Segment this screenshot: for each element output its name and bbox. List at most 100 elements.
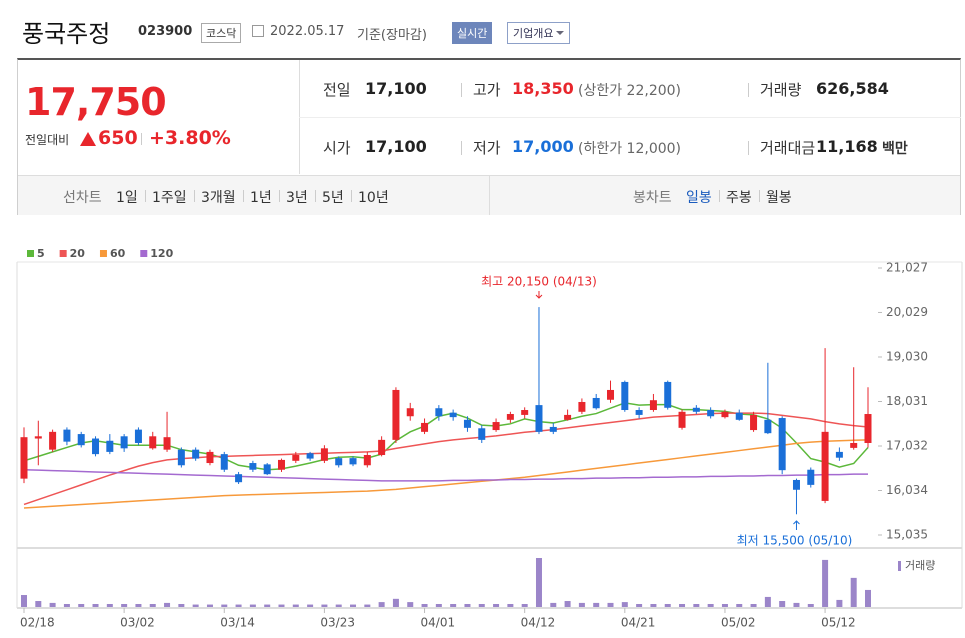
cell-value: 11,168	[816, 137, 878, 156]
volume-bar	[21, 595, 27, 607]
candle-body	[392, 389, 400, 440]
max-arrow	[535, 291, 543, 299]
volume-bar	[407, 602, 414, 607]
separator	[748, 141, 749, 155]
cell-value: 626,584	[816, 79, 889, 98]
candle-body	[492, 422, 500, 431]
volume-bar	[35, 601, 42, 607]
volume-bar	[292, 604, 299, 607]
cell-label: 시가	[323, 139, 351, 157]
volume-bar	[507, 604, 514, 607]
candle-body	[607, 389, 615, 400]
x-tick-label: 03/23	[320, 616, 355, 630]
volume-legend-swatch	[898, 561, 901, 571]
row-divider	[299, 117, 961, 118]
legend-label: 20	[70, 247, 86, 260]
volume-bar	[621, 602, 628, 607]
candle-body	[149, 436, 157, 449]
cell-label: 거래대금	[760, 139, 816, 157]
candle-body	[449, 412, 457, 418]
stock-name: 풍국주정	[22, 20, 111, 48]
volume-bar	[736, 604, 743, 607]
nav-item[interactable]: 1일	[116, 190, 138, 206]
up-icon	[80, 132, 96, 146]
candle-body	[220, 454, 228, 470]
x-tick-label: 04/21	[621, 616, 656, 630]
volume-bar	[149, 604, 156, 607]
nav-item[interactable]: 월봉	[766, 190, 792, 206]
ma-line	[23, 412, 869, 506]
candle-body	[106, 440, 114, 452]
cell-note: (상한가 22,200)	[578, 83, 682, 99]
company-info-button[interactable]: 기업개요	[507, 22, 571, 44]
candle-body	[406, 408, 414, 417]
nav-item[interactable]: 1주일	[152, 190, 187, 206]
market-badge: 코스닥	[201, 23, 242, 43]
candle-body	[864, 414, 872, 443]
volume-bar	[607, 602, 614, 607]
candle-body	[378, 439, 386, 456]
cell-unit: 백만	[882, 141, 908, 157]
volume-bar	[178, 604, 185, 607]
candle-body	[764, 419, 772, 434]
candle-body	[63, 429, 71, 442]
y-tick-label: 18,031	[886, 394, 928, 408]
nav-separator	[243, 190, 244, 202]
candle-body	[163, 437, 171, 450]
volume-bar	[636, 604, 643, 607]
legend: 5 20 60 120	[27, 247, 174, 260]
separator	[141, 133, 142, 145]
volume-bar	[307, 604, 314, 607]
nav-item[interactable]: 5년	[322, 190, 344, 206]
volume-bar	[550, 602, 557, 607]
x-tick-label: 04/01	[421, 616, 456, 630]
min-arrow	[793, 520, 800, 530]
volume-bar	[278, 604, 285, 607]
volume-bar	[764, 596, 771, 607]
realtime-button[interactable]: 실시간	[452, 22, 493, 44]
candle-body	[750, 414, 758, 431]
nav-item[interactable]: 3개월	[201, 190, 236, 206]
nav-label: 선차트	[63, 190, 102, 206]
candle-body	[306, 453, 314, 459]
nav-item[interactable]: 1년	[250, 190, 272, 206]
nav-separator	[145, 190, 146, 202]
volume-bar	[421, 604, 428, 607]
candle-body	[177, 449, 185, 466]
volume-bar	[135, 604, 142, 607]
y-tick-label: 17,032	[886, 439, 928, 453]
volume-bar	[78, 604, 85, 607]
nav-item[interactable]: 3년	[286, 190, 308, 206]
nav-item[interactable]: 10년	[358, 190, 389, 206]
stock-code: 023900	[138, 24, 193, 39]
y-tick-label: 20,029	[886, 305, 928, 319]
candle-body	[192, 449, 200, 459]
ma-line	[23, 439, 869, 509]
current-price: 17,750	[25, 80, 167, 124]
volume-bar	[664, 604, 671, 607]
calendar-icon	[252, 25, 264, 37]
volume-bar	[850, 577, 857, 607]
candle-body	[435, 408, 443, 417]
separator	[461, 141, 462, 155]
volume-bar	[335, 604, 342, 607]
cell-value: 18,350	[512, 79, 574, 98]
volume-bar	[564, 601, 571, 607]
volume-bar	[121, 604, 128, 607]
candle-body	[850, 442, 858, 448]
candle-body	[34, 436, 42, 439]
cell-label: 거래량	[760, 81, 802, 99]
volume-legend-label: 거래량	[905, 559, 935, 572]
candle-body	[721, 411, 729, 418]
volume-bar	[192, 604, 199, 607]
candle-body	[664, 381, 672, 408]
candle-body	[421, 422, 429, 432]
candle-body	[320, 448, 328, 461]
candle-body	[592, 397, 600, 409]
nav-item[interactable]: 주봉	[726, 190, 752, 206]
cell-label: 고가	[473, 81, 501, 99]
volume-bar	[392, 598, 399, 607]
nav-item[interactable]: 일봉	[686, 190, 712, 206]
candle-body	[678, 411, 686, 428]
volume-bar	[535, 558, 542, 607]
